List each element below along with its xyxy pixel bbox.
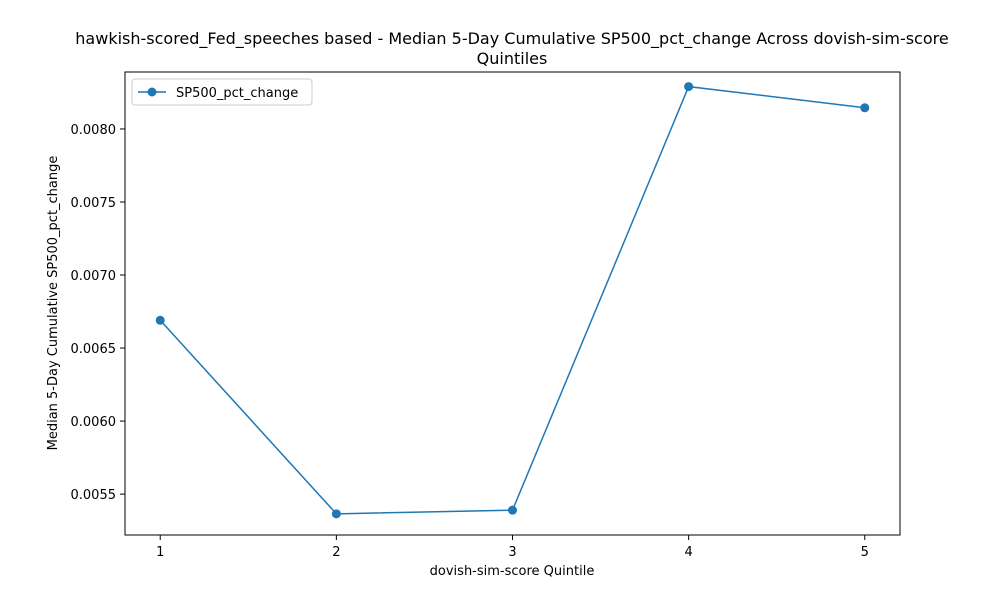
y-tick-label: 0.0065 <box>71 342 117 357</box>
data-point <box>860 103 870 113</box>
x-tick-label: 1 <box>156 545 164 560</box>
data-point <box>155 315 165 325</box>
y-axis-label: Median 5-Day Cumulative SP500_pct_change <box>46 156 61 451</box>
y-tick-label: 0.0075 <box>71 196 117 211</box>
y-tick-label: 0.0070 <box>71 269 117 284</box>
y-tick-label: 0.0080 <box>71 123 117 138</box>
legend-entry-label: SP500_pct_change <box>176 86 298 101</box>
legend-marker-swatch <box>147 87 157 97</box>
x-axis-label: dovish-sim-score Quintile <box>430 564 595 579</box>
series-layer <box>155 82 870 519</box>
y-tick-label: 0.0060 <box>71 415 117 430</box>
x-tick-label: 4 <box>684 545 692 560</box>
chart-title-line-2: Quintiles <box>477 49 548 68</box>
data-point <box>684 82 694 92</box>
chart-title-line-1: hawkish-scored_Fed_speeches based - Medi… <box>75 29 948 49</box>
y-tick-label: 0.0055 <box>71 488 117 503</box>
x-tick-label: 5 <box>861 545 869 560</box>
data-point <box>331 509 341 519</box>
tick-layer: 1 2 3 4 5 0.0055 0.0060 0.0065 0.0070 0.0075 0.008… <box>71 123 869 560</box>
x-tick-label: 3 <box>508 545 516 560</box>
x-tick-label: 2 <box>332 545 340 560</box>
plot-frame <box>124 71 901 536</box>
data-point <box>508 505 517 515</box>
legend-box <box>131 78 313 106</box>
legend: SP500_pct_change <box>131 78 313 106</box>
